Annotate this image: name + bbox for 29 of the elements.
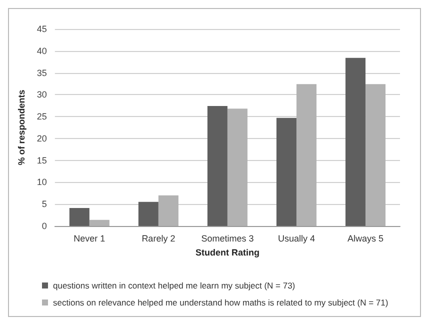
y-tick-label: 20: [36, 133, 47, 144]
x-tick-label: Always 5: [347, 234, 384, 244]
legend-label: questions written in context helped me learn my subject (N = 73): [53, 280, 296, 290]
x-tick-label: Never 1: [74, 234, 106, 244]
y-tick-label: 45: [36, 24, 47, 34]
x-axis-title: Student Rating: [195, 248, 260, 258]
bar: [296, 84, 316, 226]
bar: [207, 106, 228, 226]
legend-label: sections on relevance helped me understand how maths is related to my subject (N = 71): [53, 298, 388, 308]
bar: [227, 108, 248, 226]
y-tick-label: 0: [42, 221, 47, 231]
bar: [345, 58, 366, 226]
bar: [276, 118, 296, 226]
y-tick-label: 35: [36, 68, 47, 78]
y-tick-label: 40: [36, 46, 47, 56]
x-tick-label: Sometimes 3: [201, 234, 254, 244]
y-tick-label: 15: [36, 155, 47, 166]
x-tick-label: Rarely 2: [142, 234, 176, 244]
bar: [365, 84, 386, 226]
y-tick-label: 25: [36, 112, 47, 122]
bar: [158, 195, 178, 226]
bar: [89, 220, 110, 226]
x-tick-label: Usually 4: [278, 234, 315, 244]
y-tick-label: 5: [42, 199, 47, 210]
y-axis-title: % of respondents: [16, 90, 26, 166]
y-tick-label: 10: [36, 177, 47, 188]
bar: [138, 202, 158, 226]
bar: [69, 208, 90, 226]
y-tick-label: 30: [36, 90, 47, 100]
